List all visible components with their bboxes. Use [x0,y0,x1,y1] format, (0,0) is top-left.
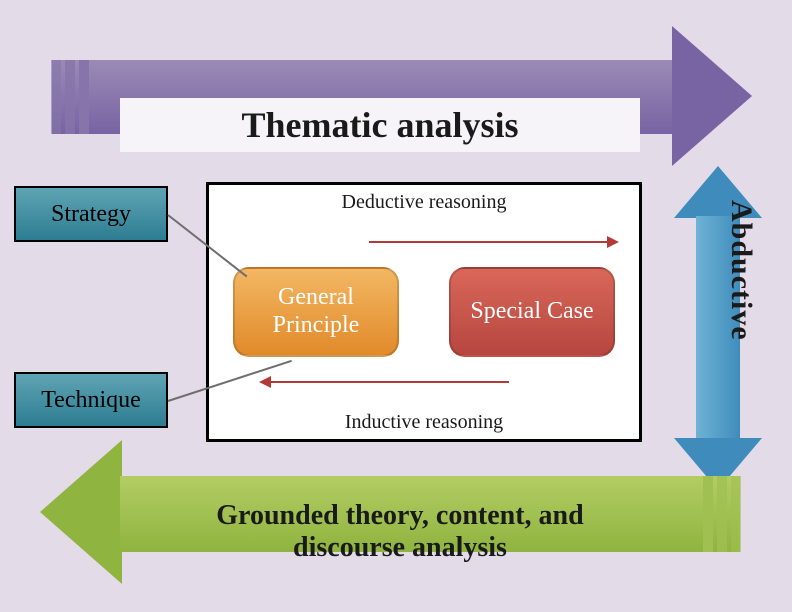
bottom-arrow-tail [703,476,741,552]
top-banner-title: Thematic analysis [120,98,640,152]
technique-box: Technique [14,372,168,428]
strategy-label: Strategy [51,201,131,228]
deductive-arrow-icon [369,241,609,243]
inductive-label: Inductive reasoning [324,411,524,433]
node-general-label: General Principle [235,284,397,339]
arrow-left-icon [40,440,122,584]
node-special-case: Special Case [449,267,615,357]
node-general-principle: General Principle [233,267,399,357]
inductive-arrow-icon [269,381,509,383]
arrow-right-icon [672,26,752,166]
strategy-box: Strategy [14,186,168,242]
right-arrow-label: Abductive [724,200,758,341]
technique-label: Technique [41,387,141,414]
top-arrow-tail [51,60,89,134]
center-concept-box: Deductive reasoning General Principle Sp… [206,182,642,442]
node-special-label: Special Case [470,298,593,326]
deductive-label: Deductive reasoning [324,191,524,213]
bottom-banner-title: Grounded theory, content, and discourse … [160,500,640,564]
